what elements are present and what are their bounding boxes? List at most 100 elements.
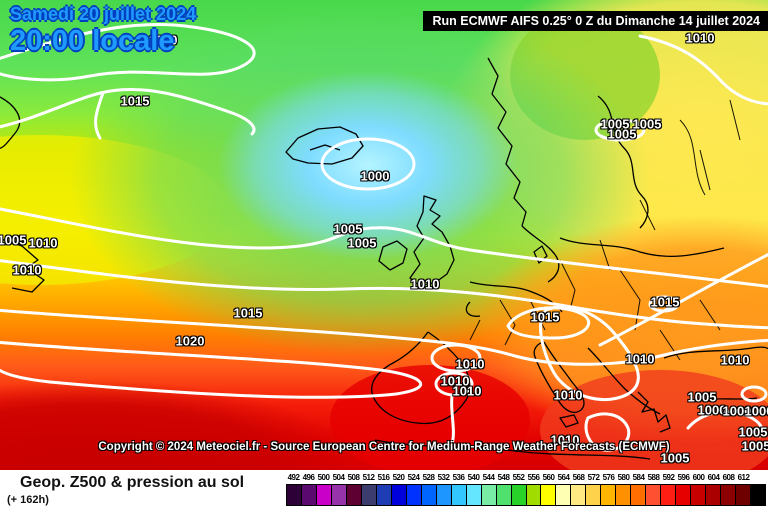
legend-tick-label: 496 (302, 473, 315, 482)
legend-cell (661, 485, 677, 505)
legend-tick-label: 568 (572, 473, 585, 482)
legend-tick-label: 556 (527, 473, 540, 482)
legend-value-labels: 492 496 500 504 508 512 516 520 524 528 532 536 540 5… (286, 473, 766, 483)
legend-tick-label: 508 (347, 473, 360, 482)
legend-tick-label: 500 (317, 473, 330, 482)
pressure-label: 1010 (28, 235, 58, 251)
legend-tick-label: 588 (647, 473, 660, 482)
pressure-label: 1010 (440, 373, 470, 389)
legend-cell (646, 485, 662, 505)
pressure-label: 1005 (687, 389, 717, 405)
footer-bar: Geop. Z500 & pression au sol (+ 162h) 49… (0, 470, 768, 512)
pressure-label: 1005 (347, 235, 377, 251)
legend-tick-label: 532 (437, 473, 450, 482)
legend-tick-label: 612 (737, 473, 750, 482)
geopotential-color-field (0, 0, 768, 470)
legend-tick-label: 560 (542, 473, 555, 482)
legend-cell (391, 485, 407, 505)
legend-cell (496, 485, 512, 505)
valid-date-label: Samedi 20 juillet 2024 (10, 4, 197, 24)
valid-time-label: 20:00 locale (10, 24, 175, 57)
weather-map-graphic (0, 0, 768, 470)
pressure-label: 1010 (625, 351, 655, 367)
pressure-label: 1000 (360, 168, 390, 184)
legend-cell (287, 485, 302, 505)
legend-cell (721, 485, 737, 505)
legend-tick-label: 584 (632, 473, 645, 482)
legend-cell (691, 485, 707, 505)
legend-cell (481, 485, 497, 505)
legend-tick-label: 512 (362, 473, 375, 482)
legend-tick-label: 548 (497, 473, 510, 482)
legend-tick-label: 604 (707, 473, 720, 482)
legend-cell (301, 485, 317, 505)
legend-cell (631, 485, 647, 505)
geopotential-legend: 492 496 500 504 508 512 516 520 524 528 532 536 540 5… (286, 473, 766, 506)
pressure-label: 1005 (607, 126, 637, 142)
legend-cell (346, 485, 362, 505)
pressure-label: 1005 (741, 438, 768, 454)
pressure-label: 1000 (722, 403, 752, 419)
legend-cell (571, 485, 587, 505)
forecast-offset-label: (+ 162h) (7, 494, 49, 506)
legend-tick-label (751, 473, 766, 483)
pressure-label: 1010 (685, 30, 715, 46)
legend-cell (316, 485, 332, 505)
legend-tick-label: 572 (587, 473, 600, 482)
coastlines (0, 57, 768, 460)
legend-cell (541, 485, 557, 505)
legend-tick-label: 576 (602, 473, 615, 482)
legend-color-scale (286, 484, 766, 506)
pressure-label: 1015 (233, 305, 263, 321)
legend-tick-label: 540 (467, 473, 480, 482)
legend-cell (421, 485, 437, 505)
pressure-label: 1010 (720, 352, 750, 368)
legend-tick-label: 552 (512, 473, 525, 482)
legend-cell (526, 485, 542, 505)
legend-cell (616, 485, 632, 505)
pressure-label: 1020 (148, 32, 178, 48)
country-borders (469, 99, 741, 361)
legend-cell (601, 485, 617, 505)
legend-cell (406, 485, 422, 505)
isobar-contours (0, 22, 768, 452)
legend-tick-label: 520 (392, 473, 405, 482)
legend-cell (586, 485, 602, 505)
pressure-label: 1005 (632, 116, 662, 132)
pressure-label: 1005 (660, 450, 690, 466)
legend-tick-label: 528 (422, 473, 435, 482)
pressure-label: 1000 (744, 403, 768, 419)
legend-tick-label: 516 (377, 473, 390, 482)
pressure-label: 1005 (333, 221, 363, 237)
pressure-label: 1010 (550, 432, 580, 448)
pressure-label: 1010 (410, 276, 440, 292)
legend-cell (706, 485, 722, 505)
legend-tick-label: 492 (287, 473, 300, 482)
product-title: Geop. Z500 & pression au sol (20, 474, 245, 491)
valid-time-block: Samedi 20 juillet 2024 20:00 locale (10, 4, 197, 57)
legend-cell (466, 485, 482, 505)
legend-cell (751, 485, 765, 505)
pressure-label: 1010 (455, 356, 485, 372)
legend-tick-label: 536 (452, 473, 465, 482)
legend-cell (736, 485, 752, 505)
pressure-label: 1015 (650, 294, 680, 310)
model-run-banner: Run ECMWF AIFS 0.25° 0 Z du Dimanche 14 … (423, 11, 768, 31)
legend-tick-label: 600 (692, 473, 705, 482)
legend-cell (376, 485, 392, 505)
pressure-label: 1020 (175, 333, 205, 349)
pressure-label: 1010 (553, 387, 583, 403)
pressure-label: 1010 (12, 262, 42, 278)
legend-tick-label: 504 (332, 473, 345, 482)
pressure-label: 1005 (600, 116, 630, 132)
legend-cell (511, 485, 527, 505)
pressure-label: 1010 (452, 383, 482, 399)
pressure-label: 1005 (738, 424, 768, 440)
legend-tick-label: 580 (617, 473, 630, 482)
legend-cell (436, 485, 452, 505)
legend-cell (556, 485, 572, 505)
pressure-label: 1015 (120, 93, 150, 109)
pressure-label: 1015 (530, 309, 560, 325)
legend-tick-label: 592 (662, 473, 675, 482)
